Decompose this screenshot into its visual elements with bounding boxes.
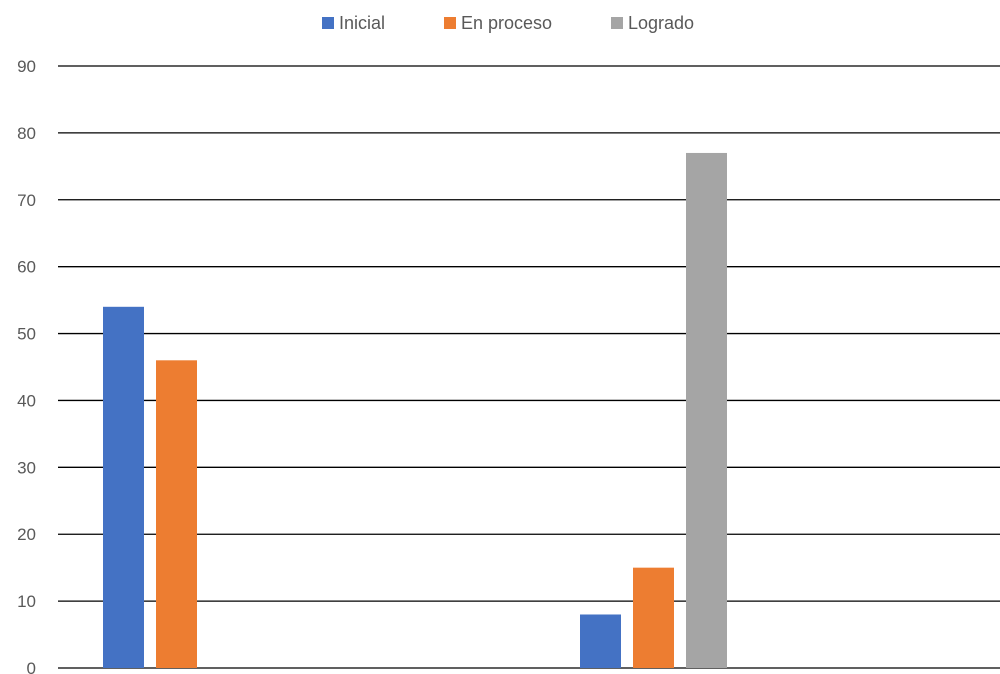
y-axis-tick-labels: 0 10 20 30 40 50 60 70 80 90 bbox=[17, 57, 36, 674]
y-tick-label-20: 20 bbox=[17, 525, 36, 544]
y-tick-label-0: 0 bbox=[27, 659, 36, 674]
y-tick-label-30: 30 bbox=[17, 458, 36, 477]
legend-swatch-inicial bbox=[322, 17, 334, 29]
bar-inicial-group-1 bbox=[103, 306, 144, 668]
legend: Inicial En proceso Logrado bbox=[322, 13, 694, 33]
gridlines bbox=[58, 65, 1000, 669]
y-tick-label-90: 90 bbox=[17, 57, 36, 76]
y-tick-label-10: 10 bbox=[17, 592, 36, 611]
y-tick-label-80: 80 bbox=[17, 124, 36, 143]
y-tick-label-60: 60 bbox=[17, 258, 36, 277]
bar-logrado-group-2 bbox=[686, 152, 727, 668]
bar-inicial-group-2 bbox=[580, 614, 621, 668]
legend-label-logrado: Logrado bbox=[628, 13, 694, 33]
y-tick-label-50: 50 bbox=[17, 325, 36, 344]
legend-swatch-en-proceso bbox=[444, 17, 456, 29]
bars bbox=[103, 152, 727, 668]
bar-en-proceso-group-2 bbox=[633, 567, 674, 668]
y-tick-label-40: 40 bbox=[17, 391, 36, 410]
legend-label-inicial: Inicial bbox=[339, 13, 385, 33]
legend-swatch-logrado bbox=[611, 17, 623, 29]
legend-label-en-proceso: En proceso bbox=[461, 13, 552, 33]
bar-en-proceso-group-1 bbox=[156, 360, 197, 668]
y-tick-label-70: 70 bbox=[17, 191, 36, 210]
